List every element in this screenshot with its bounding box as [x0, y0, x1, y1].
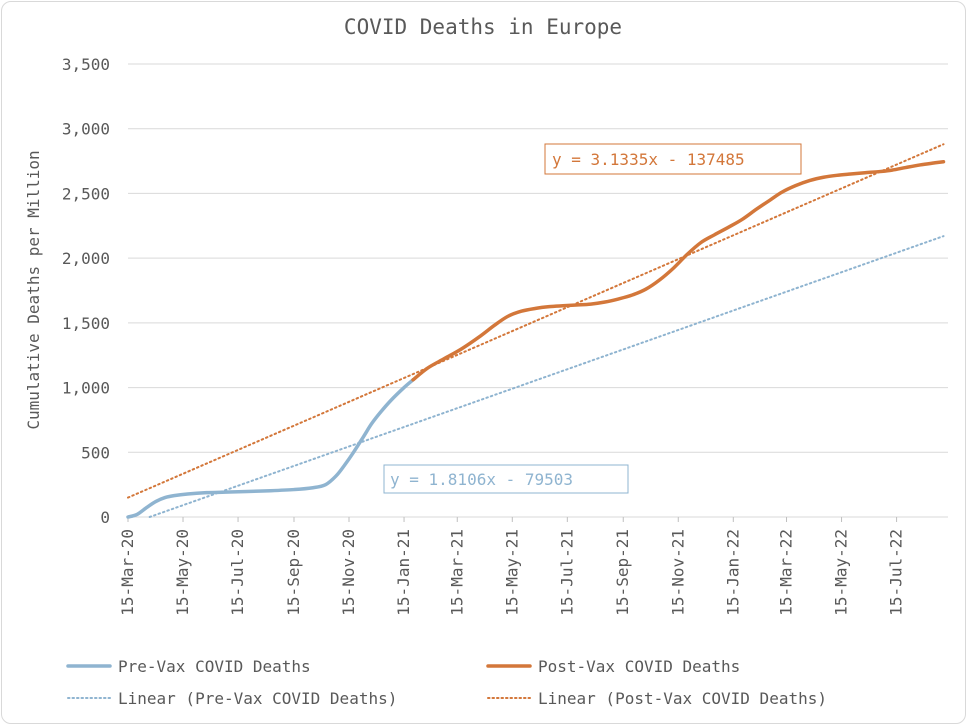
x-tick-label: 15-May-21: [502, 529, 521, 616]
x-axis-ticks: 15-Mar-20 15-May-20 15-Jul-20 15-Sep-20 15-N…: [118, 517, 906, 616]
x-tick-label: 15-Mar-22: [777, 529, 796, 616]
y-tick-label: 1,000: [62, 379, 110, 398]
y-tick-label: 500: [81, 443, 110, 462]
series-layer: [126, 143, 946, 519]
y-tick-label: 3,000: [62, 120, 110, 139]
x-tick-label: 15-Mar-20: [118, 529, 137, 616]
legend-label-post-vax: Post-Vax COVID Deaths: [538, 657, 740, 676]
x-tick-label: 15-Nov-20: [339, 529, 358, 616]
equation-post-vax: y = 3.1335x - 137485: [544, 143, 802, 175]
x-tick-label: 15-Mar-21: [447, 529, 466, 616]
y-axis-title: Cumulative Deaths per Million: [24, 150, 43, 429]
legend-label-linear-pre-vax: Linear (Pre-Vax COVID Deaths): [118, 689, 397, 708]
x-tick-label: 15-Jul-22: [887, 529, 906, 616]
series-line-linear-post-vax-covid-deaths: [127, 143, 945, 499]
x-tick-label: 15-Nov-21: [668, 529, 687, 616]
x-tick-label: 15-Jul-20: [228, 529, 247, 616]
x-tick-label: 15-Sep-20: [284, 529, 303, 616]
x-tick-label: 15-Jul-21: [557, 529, 576, 616]
legend-label-pre-vax: Pre-Vax COVID Deaths: [118, 657, 311, 676]
equation-pre-vax-box: [383, 464, 629, 494]
gridlines: [128, 63, 948, 518]
equation-post-vax-text: y = 3.1335x - 137485: [552, 150, 745, 169]
x-tick-label: 15-Sep-21: [613, 529, 632, 616]
equation-pre-vax: y = 1.8106x - 79503: [383, 464, 629, 494]
x-tick-label: 15-Jan-22: [723, 529, 742, 616]
y-tick-label: 2,000: [62, 249, 110, 268]
equation-post-vax-box: [544, 143, 802, 175]
x-tick-label: 15-May-20: [173, 529, 192, 616]
y-tick-label: 2,500: [62, 184, 110, 203]
equation-pre-vax-text: y = 1.8106x - 79503: [390, 470, 573, 489]
series-line-pre-vax-covid-deaths: [126, 378, 415, 519]
y-tick-label: 1,500: [62, 314, 110, 333]
legend: Pre-Vax COVID Deaths Post-Vax COVID Deat…: [66, 657, 827, 708]
series-line-linear-pre-vax-covid-deaths: [148, 235, 945, 518]
y-tick-label: 0: [100, 508, 110, 527]
x-tick-label: 15-May-22: [832, 529, 851, 616]
y-tick-label: 3,500: [62, 55, 110, 74]
legend-label-linear-post-vax: Linear (Post-Vax COVID Deaths): [538, 689, 827, 708]
series-line-post-vax-covid-deaths: [411, 159, 946, 382]
chart-title: COVID Deaths in Europe: [344, 15, 622, 39]
y-axis-ticks: 0 500 1,000 1,500 2,000 2,500 3,000 3,500: [62, 55, 110, 527]
x-tick-label: 15-Jan-21: [394, 529, 413, 616]
